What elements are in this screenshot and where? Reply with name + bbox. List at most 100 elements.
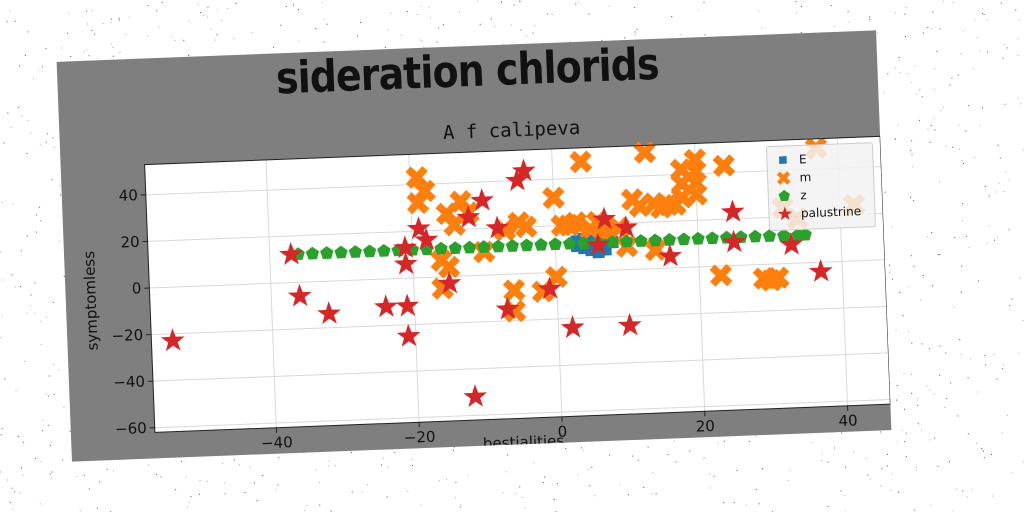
speck bbox=[506, 471, 507, 473]
speck bbox=[438, 27, 440, 29]
speck bbox=[967, 496, 969, 498]
speck bbox=[894, 11, 896, 13]
speck bbox=[7, 479, 9, 481]
speck bbox=[961, 265, 963, 267]
speck bbox=[222, 463, 223, 465]
speck bbox=[979, 50, 981, 52]
point-palustrine bbox=[395, 293, 420, 317]
point-palustrine bbox=[808, 259, 833, 282]
speck bbox=[914, 509, 916, 511]
speck bbox=[916, 466, 917, 468]
speck bbox=[58, 369, 60, 371]
speck bbox=[292, 4, 294, 6]
speck bbox=[899, 72, 901, 74]
speck bbox=[930, 28, 932, 30]
speck bbox=[454, 497, 456, 499]
speck bbox=[996, 236, 998, 238]
speck bbox=[853, 451, 854, 453]
speck bbox=[86, 49, 88, 51]
speck bbox=[452, 449, 454, 451]
speck bbox=[922, 275, 924, 276]
speck bbox=[577, 474, 579, 476]
speck bbox=[401, 34, 403, 36]
speck bbox=[970, 358, 972, 360]
speck bbox=[26, 312, 28, 314]
speck bbox=[892, 278, 894, 280]
speck bbox=[940, 109, 942, 111]
speck bbox=[962, 162, 964, 164]
speck bbox=[929, 389, 931, 391]
speck bbox=[351, 451, 352, 453]
speck bbox=[249, 466, 251, 468]
speck bbox=[522, 497, 524, 498]
speck bbox=[1004, 103, 1006, 105]
speck bbox=[361, 491, 363, 493]
speck bbox=[36, 213, 38, 215]
speck bbox=[942, 106, 944, 108]
speck bbox=[158, 27, 160, 29]
point-palustrine bbox=[537, 276, 562, 300]
series-m bbox=[405, 136, 866, 323]
speck bbox=[675, 461, 677, 463]
speck bbox=[1019, 277, 1021, 279]
speck bbox=[848, 21, 850, 23]
speck bbox=[929, 141, 931, 143]
speck bbox=[984, 185, 986, 187]
speck bbox=[42, 419, 44, 421]
speck bbox=[897, 491, 899, 493]
speck bbox=[689, 450, 691, 452]
speck bbox=[869, 18, 871, 20]
speck bbox=[217, 9, 219, 11]
speck bbox=[0, 251, 2, 253]
point-z bbox=[777, 228, 791, 242]
speck bbox=[91, 10, 93, 12]
speck bbox=[905, 456, 907, 457]
point-m bbox=[633, 141, 657, 164]
speck bbox=[821, 460, 823, 462]
speck bbox=[632, 455, 634, 457]
speck bbox=[39, 206, 41, 208]
point-palustrine bbox=[586, 232, 610, 256]
speck bbox=[997, 144, 999, 146]
point-z bbox=[477, 240, 491, 253]
speck bbox=[112, 55, 114, 57]
speck bbox=[48, 375, 50, 377]
speck bbox=[21, 467, 22, 469]
speck bbox=[546, 13, 548, 15]
point-z bbox=[548, 237, 562, 251]
speck bbox=[609, 454, 610, 456]
speck bbox=[760, 26, 762, 28]
point-m bbox=[766, 266, 790, 290]
speck bbox=[652, 472, 654, 474]
y-grid-line bbox=[152, 352, 889, 382]
speck bbox=[515, 493, 516, 495]
speck bbox=[0, 434, 2, 436]
speck bbox=[53, 146, 55, 148]
speck bbox=[161, 1, 163, 3]
speck bbox=[881, 467, 883, 469]
point-z bbox=[634, 234, 648, 247]
speck bbox=[841, 432, 843, 434]
speck bbox=[14, 286, 16, 288]
speck bbox=[436, 41, 438, 43]
speck bbox=[7, 112, 9, 114]
speck bbox=[967, 377, 969, 379]
speck bbox=[619, 484, 621, 486]
speck bbox=[962, 203, 964, 205]
speck bbox=[534, 25, 536, 27]
speck bbox=[889, 271, 891, 273]
speck bbox=[827, 461, 829, 463]
speck bbox=[589, 485, 591, 487]
point-z bbox=[748, 229, 762, 243]
speck bbox=[591, 466, 593, 468]
y-tick-label: 40 bbox=[118, 186, 138, 205]
speck bbox=[298, 9, 299, 11]
speck bbox=[910, 149, 912, 151]
point-z bbox=[462, 240, 477, 254]
speck bbox=[933, 118, 935, 120]
speck bbox=[50, 477, 52, 479]
speck bbox=[930, 125, 932, 127]
speck bbox=[328, 460, 330, 462]
speck bbox=[416, 14, 418, 15]
speck bbox=[977, 391, 979, 393]
